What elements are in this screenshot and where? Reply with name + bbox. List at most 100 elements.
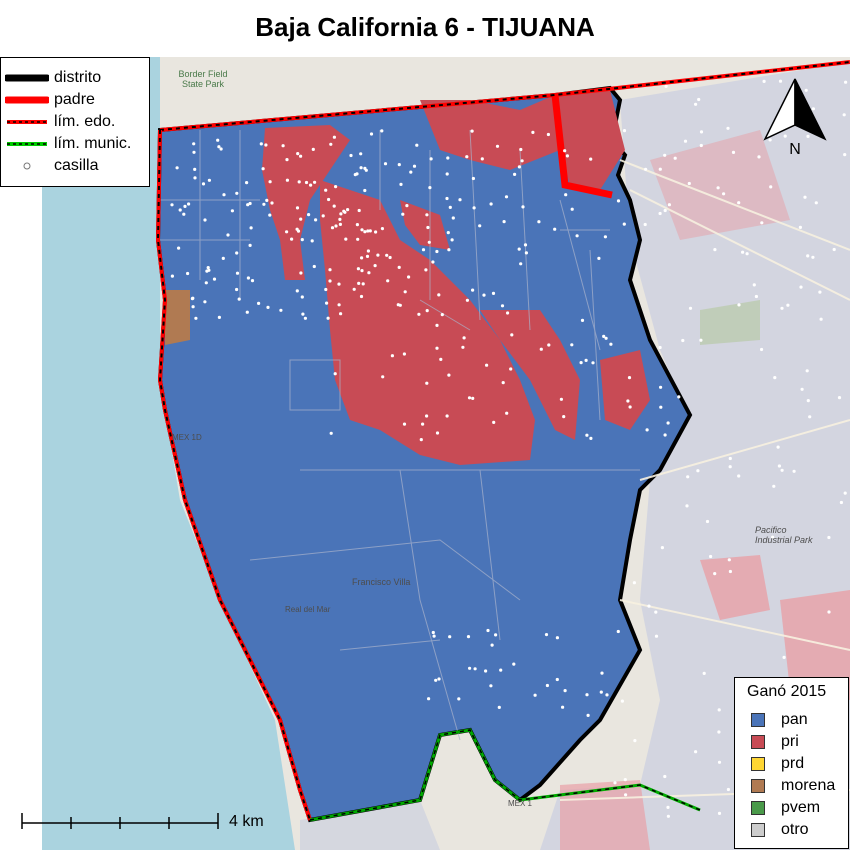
casilla-dot: [264, 143, 268, 147]
casilla-dot: [818, 290, 822, 294]
casilla-dot: [426, 225, 430, 230]
casilla-dot: [471, 288, 475, 292]
pri-region-northeast: [420, 95, 560, 170]
casilla-dot: [666, 421, 670, 425]
neighbor-south: [300, 800, 440, 850]
casilla-dot: [397, 163, 401, 167]
legend-item-prd: prd: [751, 754, 804, 774]
casilla-dot: [839, 500, 844, 505]
casilla-dot: [745, 252, 749, 256]
casilla-dot: [814, 201, 818, 205]
casilla-dot: [204, 281, 208, 285]
legend-item-morena: morena: [751, 776, 835, 796]
casilla-dot: [805, 369, 809, 373]
casilla-dot: [827, 610, 831, 614]
casilla-dot: [338, 222, 342, 226]
morena-swatch: [751, 779, 765, 793]
neighbor-district-east: [540, 62, 850, 850]
label-pacifico-park: Pacifico Industrial Park: [755, 525, 813, 545]
casilla-dot: [332, 204, 336, 208]
casilla-dot: [402, 422, 407, 426]
casilla-dot: [616, 629, 620, 634]
casilla-dot: [737, 201, 741, 205]
casilla-dot: [521, 205, 525, 209]
casilla-dot: [728, 569, 733, 574]
legend-label: padre: [54, 91, 95, 108]
casilla-dot: [562, 415, 566, 419]
casilla-dot: [359, 294, 364, 299]
casilla-dot: [782, 655, 786, 660]
casilla-dot: [757, 155, 761, 159]
casilla-dot: [495, 144, 500, 148]
neighbor-east-green: [700, 300, 760, 345]
casilla-dot: [332, 135, 336, 139]
casilla-dot: [494, 633, 498, 637]
casilla-dot: [333, 372, 337, 376]
casilla-dot: [717, 811, 722, 816]
casilla-dot: [471, 176, 475, 181]
green-black-dashed-line-icon: [7, 142, 47, 146]
casilla-dot: [327, 197, 331, 202]
white-dot-icon: [23, 162, 31, 170]
casilla-dot: [844, 80, 848, 84]
casilla-dot: [356, 267, 360, 271]
casilla-dot: [506, 311, 510, 315]
casilla-dot: [427, 697, 431, 701]
casilla-dot: [491, 291, 496, 295]
casilla-dot: [800, 387, 804, 391]
casilla-dot: [237, 297, 241, 301]
casilla-dot: [178, 208, 182, 212]
casilla-dot: [808, 415, 812, 419]
casilla-dot: [489, 684, 493, 688]
casilla-dot: [431, 630, 435, 635]
casilla-dot: [261, 167, 265, 171]
casilla-dot: [561, 705, 565, 709]
casilla-dot: [428, 186, 432, 190]
casilla-dot: [222, 193, 226, 197]
casilla-dot: [285, 158, 289, 162]
casilla-dot: [771, 535, 775, 539]
casilla-dot: [388, 255, 392, 260]
casilla-dot: [270, 201, 274, 205]
casilla-dot: [660, 546, 665, 550]
casilla-dot: [360, 256, 364, 260]
casilla-dot: [806, 134, 810, 138]
legend-item-otro: otro: [751, 820, 809, 840]
casilla-dot: [324, 287, 328, 292]
pri-swatch: [751, 735, 765, 749]
casilla-dot: [681, 338, 685, 343]
casilla-dot: [328, 279, 332, 283]
casilla-dot: [545, 683, 550, 688]
casilla-dot: [683, 139, 688, 143]
casilla-dot: [643, 222, 647, 227]
casilla-dot: [381, 375, 385, 379]
casilla-dot: [429, 157, 433, 161]
casilla-dot: [265, 198, 269, 202]
casilla-dot: [281, 144, 285, 148]
casilla-dot: [445, 414, 449, 418]
casilla-dot: [832, 247, 836, 252]
casilla-dot: [390, 354, 394, 358]
casilla-dot: [421, 248, 426, 252]
casilla-dot: [804, 88, 808, 92]
casilla-dot: [806, 399, 810, 403]
casilla-dot: [559, 397, 564, 401]
map-panel[interactable]: Border Field State Park Francisco Villa …: [0, 57, 850, 850]
casilla-dot: [663, 208, 667, 213]
casilla-dot: [380, 129, 384, 133]
casilla-dot: [502, 220, 506, 224]
label-francisco-villa: Francisco Villa: [352, 577, 411, 587]
casilla-dot: [313, 180, 317, 184]
casilla-dot: [473, 667, 477, 671]
casilla-dot: [626, 399, 630, 403]
casilla-dot: [299, 154, 303, 158]
casilla-dot: [309, 183, 313, 187]
casilla-dot: [457, 697, 461, 701]
casilla-dot: [632, 581, 637, 585]
casilla-dot: [531, 130, 535, 134]
casilla-dot: [600, 671, 604, 675]
casilla-dot: [546, 132, 551, 137]
casilla-dot: [727, 558, 731, 562]
casilla-dot: [513, 172, 517, 176]
casilla-dot: [437, 677, 441, 681]
